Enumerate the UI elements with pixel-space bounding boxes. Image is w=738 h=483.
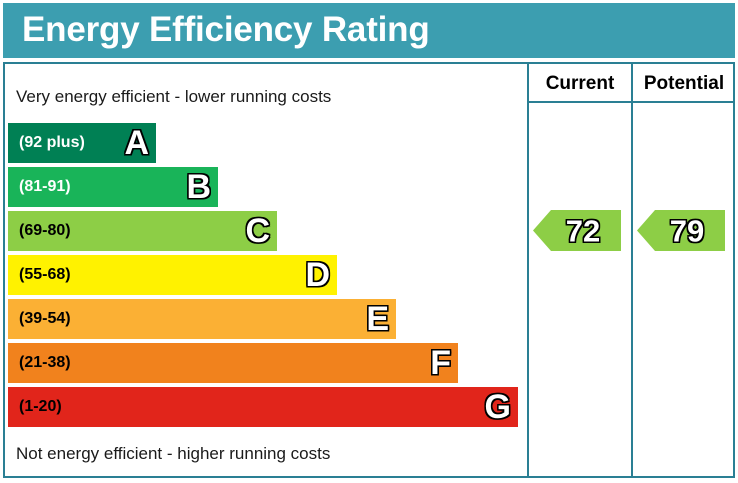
rating-band-range-label: (55-68) bbox=[19, 266, 71, 283]
rating-band-c: (69-80) C bbox=[8, 211, 277, 251]
rating-band-range-label: (92 plus) bbox=[19, 134, 85, 151]
chart-header-banner: Energy Efficiency Rating bbox=[3, 3, 735, 58]
caption-very-efficient: Very energy efficient - lower running co… bbox=[16, 87, 332, 106]
rating-band-letter: D bbox=[305, 256, 330, 294]
column-header-potential: Potential bbox=[643, 73, 725, 94]
rating-value-current: 72 bbox=[565, 213, 601, 248]
rating-band-letter: G bbox=[484, 388, 511, 426]
rating-arrow-potential: 79 bbox=[637, 210, 725, 251]
rating-band-b: (81-91) B bbox=[8, 167, 218, 207]
rating-band-f: (21-38) F bbox=[8, 343, 458, 383]
rating-band-g: (1-20) G bbox=[8, 387, 518, 427]
rating-band-a: (92 plus) A bbox=[8, 123, 156, 163]
caption-not-efficient: Not energy efficient - higher running co… bbox=[16, 444, 331, 463]
column-header-underline bbox=[527, 101, 735, 103]
rating-band-d: (55-68) D bbox=[8, 255, 337, 295]
rating-band-letter: E bbox=[366, 300, 389, 338]
rating-band-e: (39-54) E bbox=[8, 299, 396, 339]
column-header-current: Current bbox=[545, 73, 615, 94]
rating-band-letter: A bbox=[124, 124, 149, 162]
rating-value-potential: 79 bbox=[669, 213, 705, 248]
rating-band-letter: B bbox=[186, 168, 211, 206]
page-title: Energy Efficiency Rating bbox=[22, 10, 430, 49]
rating-band-range-label: (39-54) bbox=[19, 310, 71, 327]
rating-band-range-label: (1-20) bbox=[19, 398, 62, 415]
current-column-divider bbox=[527, 62, 529, 478]
rating-band-letter: F bbox=[430, 344, 451, 382]
rating-arrow-current: 72 bbox=[533, 210, 621, 251]
rating-band-range-label: (81-91) bbox=[19, 178, 71, 195]
rating-band-range-label: (21-38) bbox=[19, 354, 71, 371]
rating-band-letter: C bbox=[245, 212, 270, 250]
rating-band-range-label: (69-80) bbox=[19, 222, 71, 239]
potential-column-divider bbox=[631, 62, 633, 478]
